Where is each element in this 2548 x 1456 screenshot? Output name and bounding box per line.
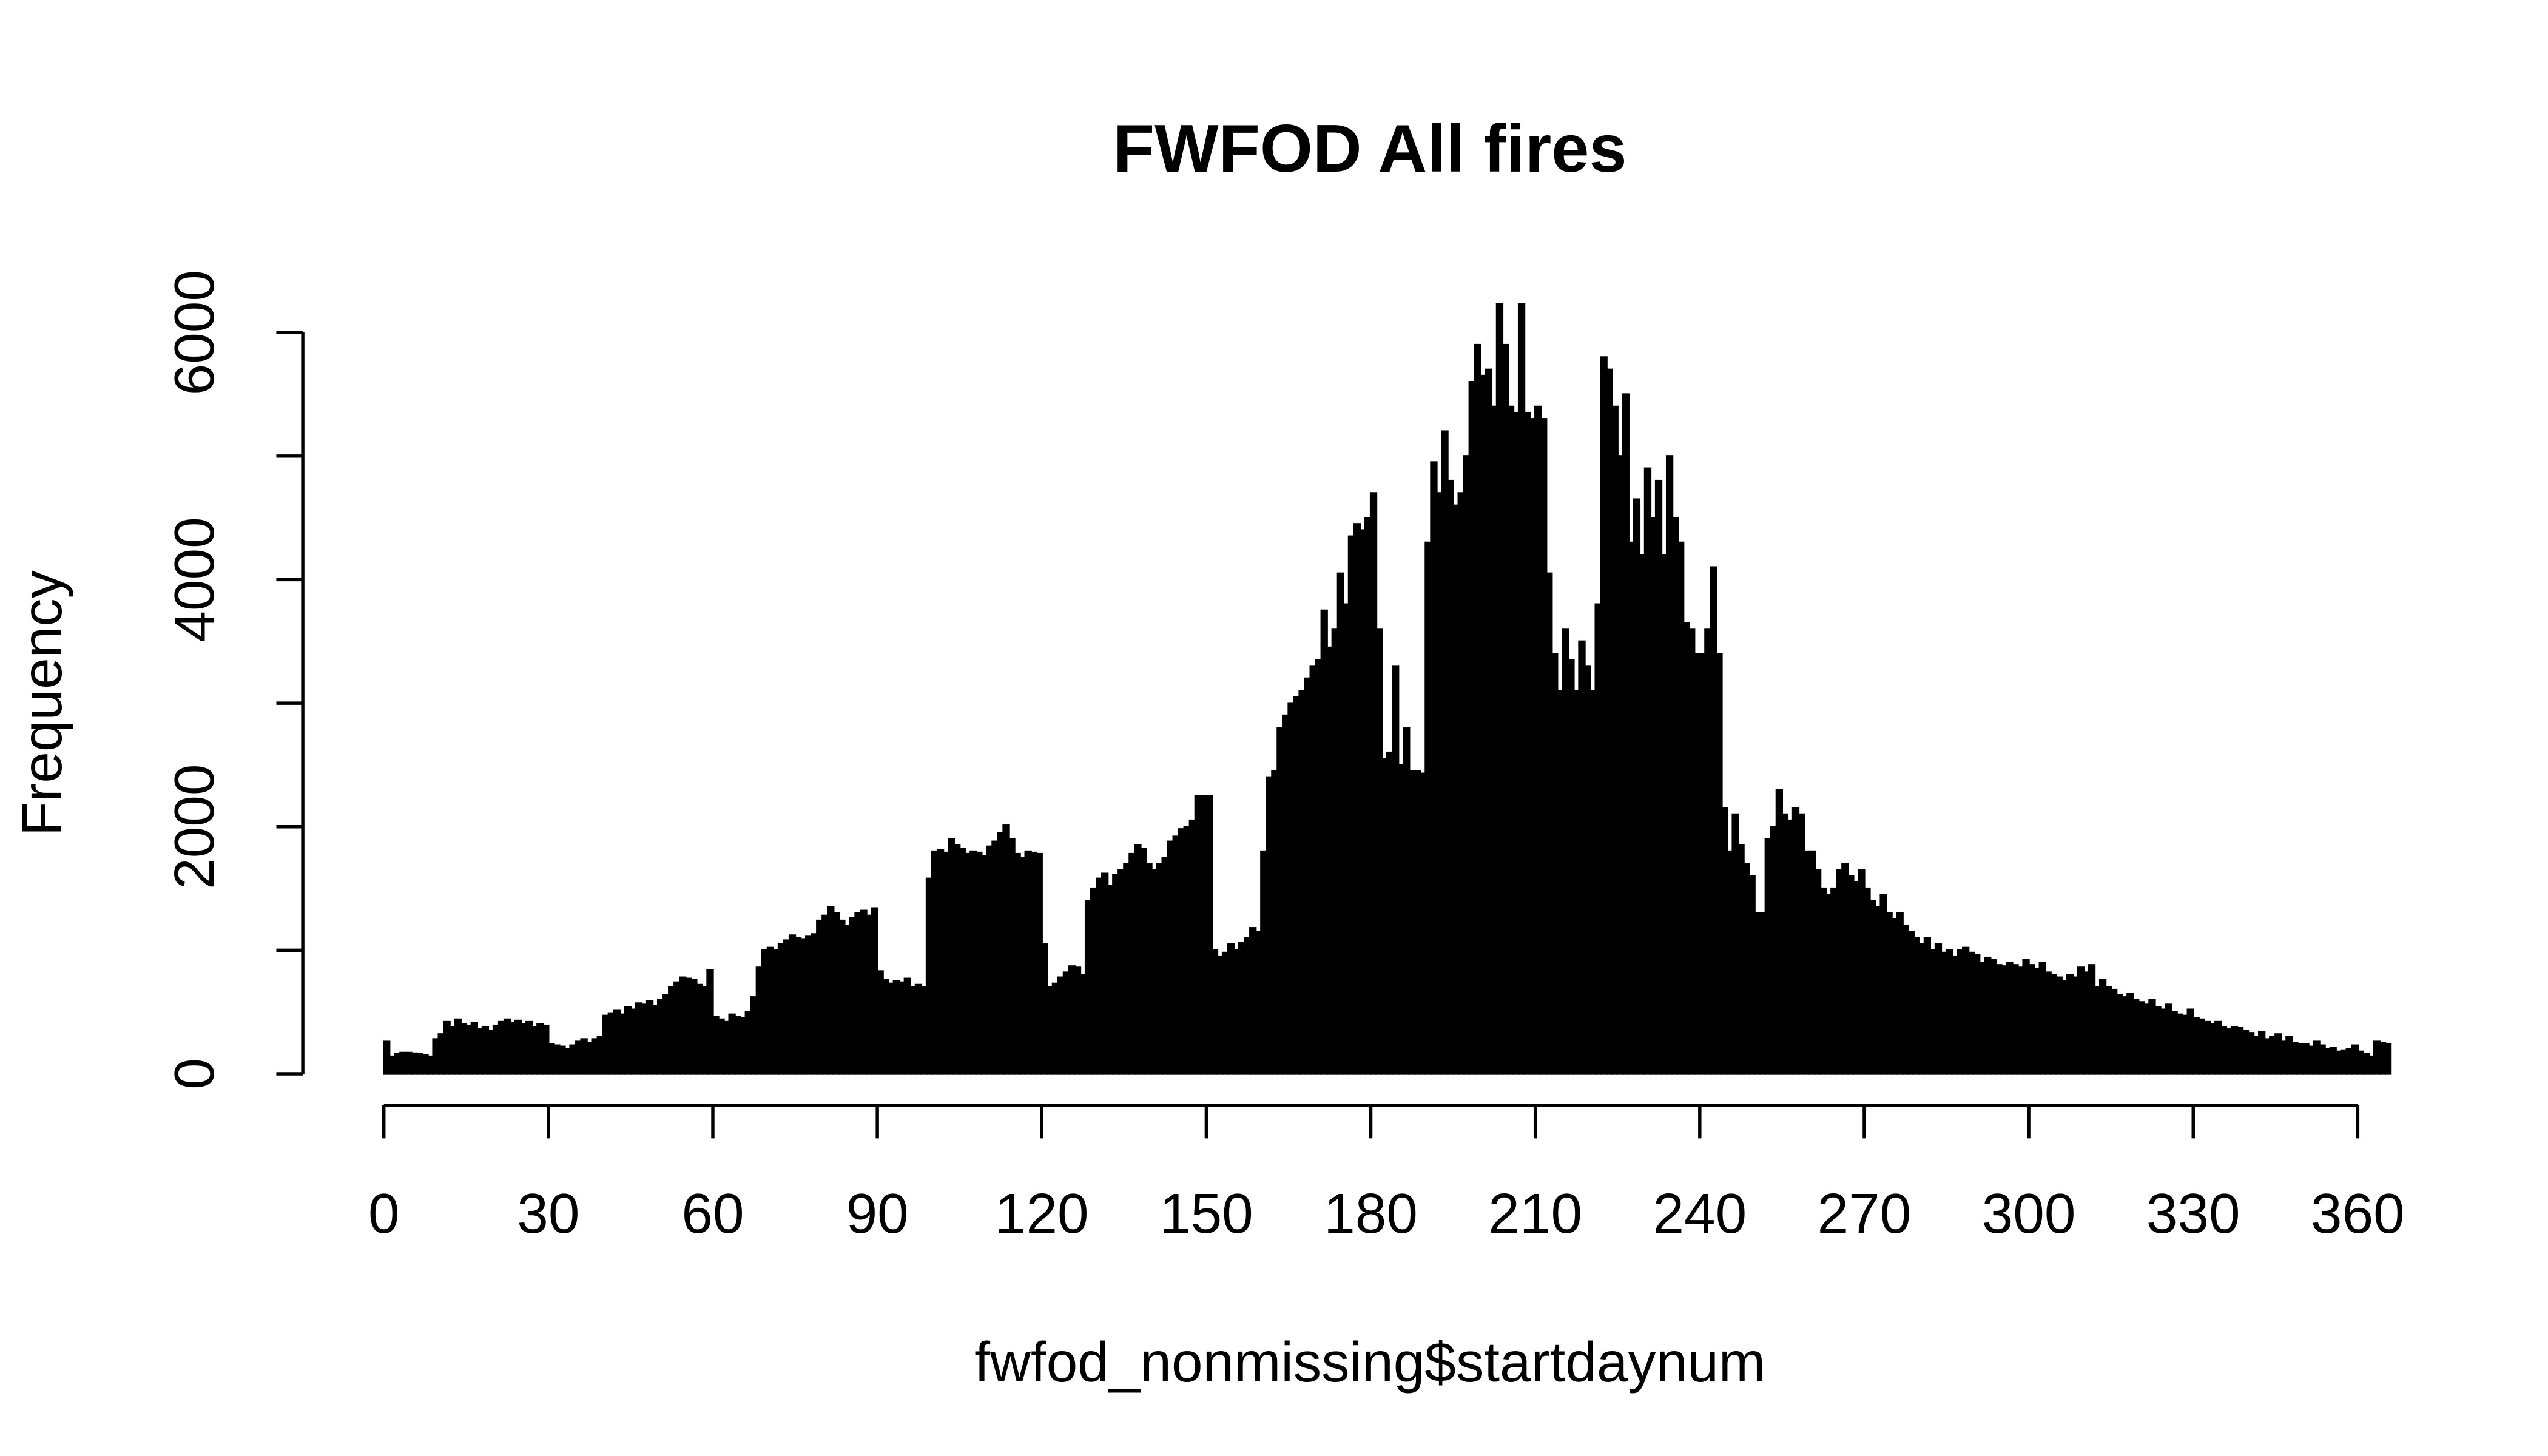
y-tick-label: 2000: [163, 764, 226, 889]
y-axis-label: Frequency: [10, 570, 73, 836]
x-tick-label: 210: [1488, 1182, 1582, 1245]
chart-title: FWFOD All fires: [1113, 110, 1627, 186]
x-tick-label: 60: [681, 1182, 744, 1245]
bar: [2384, 1043, 2392, 1075]
y-tick-label: 4000: [163, 517, 226, 642]
x-tick-label: 90: [846, 1182, 909, 1245]
x-tick-label: 150: [1159, 1182, 1253, 1245]
x-tick-label: 240: [1653, 1182, 1747, 1245]
bar: [1205, 795, 1213, 1075]
x-tick-label: 270: [1818, 1182, 1912, 1245]
x-axis-label: fwfod_nonmissing$startdaynum: [974, 1330, 1765, 1394]
x-tick-label: 360: [2311, 1182, 2405, 1245]
x-tick-label: 330: [2146, 1182, 2240, 1245]
y-tick-label: 6000: [163, 270, 226, 395]
x-tick-label: 120: [995, 1182, 1089, 1245]
x-tick-label: 30: [517, 1182, 579, 1245]
x-tick-label: 180: [1324, 1182, 1418, 1245]
x-tick-label: 300: [1982, 1182, 2076, 1245]
y-tick-label: 0: [163, 1058, 226, 1090]
x-tick-label: 0: [368, 1182, 400, 1245]
